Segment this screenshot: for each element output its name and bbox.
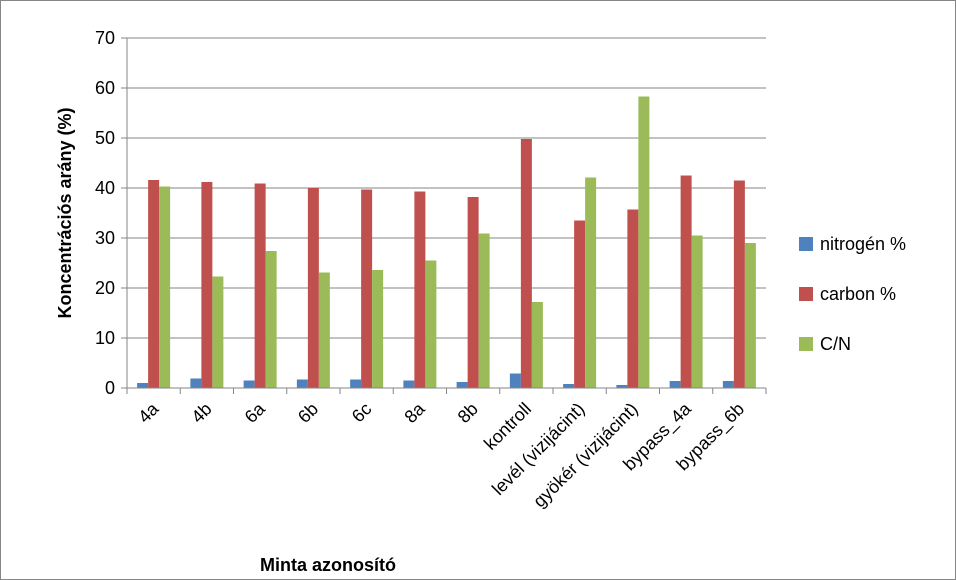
bar-carbon--3: [307, 188, 319, 388]
bar-nitrog-n--4: [350, 379, 362, 388]
legend: nitrogén % carbon % C/N: [799, 234, 906, 354]
bar-c-n-8: [585, 177, 597, 388]
y-tick-label: 60: [95, 78, 115, 98]
bar-carbon--9: [627, 209, 639, 388]
bars: [137, 96, 756, 388]
legend-label: carbon %: [820, 284, 896, 304]
bar-carbon--2: [254, 183, 266, 388]
bar-nitrog-n--10: [669, 381, 681, 388]
bar-carbon--0: [148, 180, 160, 388]
bar-carbon--7: [520, 139, 532, 388]
y-axis-title: Koncentrációs arány (%): [55, 107, 75, 318]
bar-c-n-9: [638, 96, 650, 388]
bar-c-n-0: [159, 186, 171, 388]
legend-label: C/N: [820, 334, 851, 354]
bar-carbon--5: [414, 191, 426, 388]
bar-c-n-6: [478, 233, 490, 388]
bar-c-n-1: [212, 276, 224, 388]
bar-c-n-5: [425, 260, 437, 388]
bar-carbon--11: [733, 180, 745, 388]
bar-nitrog-n--5: [403, 380, 415, 388]
bar-nitrog-n--2: [243, 380, 255, 388]
bar-c-n-4: [372, 270, 384, 388]
bar-c-n-7: [531, 302, 543, 388]
bar-c-n-3: [318, 272, 330, 388]
y-tick-label: 0: [105, 378, 115, 398]
x-tick-label: 4b: [187, 399, 215, 427]
legend-label: nitrogén %: [820, 234, 906, 254]
bar-carbon--8: [574, 220, 586, 388]
x-axis-title: Minta azonosító: [260, 555, 396, 575]
y-tick-label: 70: [95, 28, 115, 48]
x-tick-label: 4a: [134, 398, 163, 427]
y-tick-label: 50: [95, 128, 115, 148]
bar-carbon--1: [201, 182, 213, 388]
bar-nitrog-n--0: [137, 383, 149, 388]
bar-nitrog-n--6: [456, 382, 468, 388]
x-tick-label: 6c: [348, 399, 376, 427]
legend-swatch: [799, 337, 813, 351]
x-tick-label: levél (vizijácint): [488, 399, 588, 499]
gridlines: [127, 37, 766, 339]
bar-carbon--6: [467, 197, 479, 388]
bar-nitrog-n--7: [509, 373, 521, 388]
bar-c-n-11: [744, 243, 756, 388]
bar-nitrog-n--9: [616, 385, 628, 388]
y-tick-label: 10: [95, 328, 115, 348]
x-tick-label: 6b: [294, 399, 322, 427]
x-tick-label: 8a: [400, 398, 429, 427]
y-tick-label: 40: [95, 178, 115, 198]
x-tick-label: 6a: [241, 398, 270, 427]
bar-nitrog-n--11: [722, 381, 734, 388]
legend-swatch: [799, 237, 813, 251]
y-tick-label: 30: [95, 228, 115, 248]
bar-nitrog-n--1: [190, 378, 202, 388]
x-tick-label: 8b: [454, 399, 482, 427]
legend-swatch: [799, 287, 813, 301]
bar-carbon--10: [680, 175, 692, 388]
bar-c-n-10: [691, 235, 703, 388]
bar-nitrog-n--8: [563, 384, 575, 388]
bar-c-n-2: [265, 251, 277, 388]
bar-nitrog-n--3: [296, 379, 308, 388]
y-tick-label: 20: [95, 278, 115, 298]
bar-carbon--4: [361, 189, 373, 388]
